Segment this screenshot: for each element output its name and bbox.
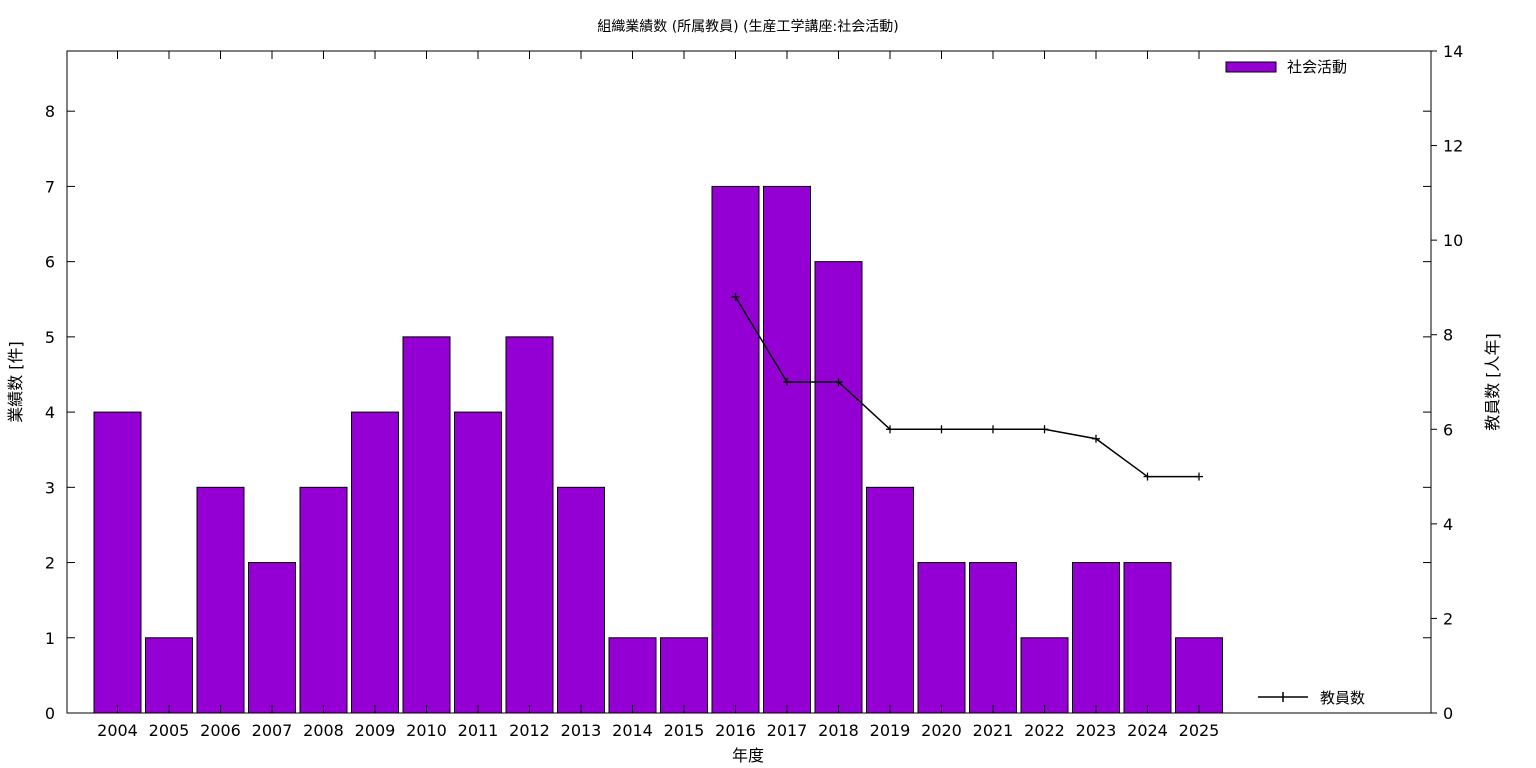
x-tick-label: 2005 — [149, 721, 190, 740]
legend-label-line: 教員数 — [1320, 689, 1365, 707]
line-point — [989, 425, 997, 434]
bar — [711, 185, 760, 714]
x-tick-label: 2013 — [561, 721, 602, 740]
bar — [402, 336, 451, 714]
bar — [248, 562, 296, 714]
chart-title: 組織業績数 (所属教員) (生産工学講座:社会活動) — [597, 19, 898, 35]
bar — [557, 486, 605, 714]
y2-tick-label: 10 — [1443, 231, 1463, 250]
line-point — [886, 425, 894, 434]
bar — [1123, 562, 1172, 714]
bar — [917, 562, 966, 714]
y-tick-label: 6 — [45, 253, 55, 272]
y2-tick-label: 2 — [1443, 609, 1453, 628]
y-tick-label: 8 — [45, 102, 55, 121]
x-tick-label: 2015 — [664, 721, 705, 740]
series-line — [734, 296, 1199, 478]
bar — [1072, 562, 1120, 714]
x-tick-label: 2007 — [252, 721, 293, 740]
x-tick-label: 2021 — [973, 721, 1014, 740]
x-tick-label: 2022 — [1024, 721, 1065, 740]
bar — [608, 637, 657, 714]
line-point — [731, 292, 740, 301]
x-tick-label: 2019 — [870, 721, 911, 740]
y-tick-label: 5 — [45, 328, 55, 347]
x-tick-label: 2018 — [818, 721, 859, 740]
bar — [196, 486, 245, 714]
x-axis: 2004 2005 2006 2007 2008 2009 2010 2011 2012 2013… — [97, 51, 1219, 740]
y-axis-label: 業績数 [件] — [6, 341, 25, 423]
bar — [866, 486, 914, 714]
y2-tick-label: 12 — [1443, 137, 1463, 156]
bar — [660, 637, 708, 714]
line-point — [1040, 425, 1049, 434]
y2-tick-label: 6 — [1443, 420, 1453, 439]
y-tick-label: 4 — [45, 403, 55, 422]
y-tick-label: 2 — [45, 554, 55, 573]
line-point — [1092, 434, 1100, 443]
y-tick-label: 3 — [45, 478, 55, 497]
bar — [763, 185, 811, 714]
x-tick-label: 2006 — [200, 721, 241, 740]
line-point — [1195, 472, 1203, 481]
x-tick-label: 2023 — [1076, 721, 1117, 740]
bar-series — [93, 185, 1223, 714]
y-axis-right: 0 2 4 6 8 10 12 14 — [1431, 42, 1463, 723]
x-tick-label: 2009 — [355, 721, 396, 740]
x-tick-label: 2014 — [612, 721, 653, 740]
legend-swatch-bar — [1225, 61, 1277, 73]
x-tick-label: 2008 — [303, 721, 344, 740]
bar — [1020, 637, 1069, 714]
y-axis-left: 0 1 2 3 4 5 6 7 8 — [45, 102, 1431, 723]
bar — [93, 411, 142, 714]
bar — [454, 411, 502, 714]
y-tick-label: 0 — [45, 704, 55, 723]
bar — [505, 336, 554, 714]
line-point — [937, 425, 946, 434]
y2-tick-label: 8 — [1443, 326, 1453, 345]
x-tick-label: 2010 — [406, 721, 447, 740]
x-tick-label: 2004 — [97, 721, 138, 740]
bar — [299, 486, 348, 714]
x-axis-label: 年度 — [732, 746, 764, 765]
x-tick-label: 2024 — [1127, 721, 1168, 740]
line-point — [1143, 472, 1152, 481]
line-series — [731, 292, 1203, 481]
y-tick-label: 1 — [45, 629, 55, 648]
bar — [351, 411, 399, 714]
y2-tick-label: 4 — [1443, 515, 1453, 534]
bar — [145, 637, 193, 714]
bar — [814, 261, 863, 714]
line-point — [834, 378, 843, 386]
y-tick-label: 7 — [45, 177, 55, 196]
x-tick-label: 2016 — [715, 721, 756, 740]
legend: 社会活動 教員数 — [1225, 58, 1365, 707]
bar — [969, 562, 1017, 714]
y2-axis-label: 教員数 [人年] — [1483, 333, 1502, 431]
x-tick-label: 2017 — [767, 721, 808, 740]
bar — [1175, 637, 1223, 714]
legend-label-bar: 社会活動 — [1287, 58, 1347, 76]
x-tick-label: 2011 — [458, 721, 499, 740]
y2-tick-label: 0 — [1443, 704, 1453, 723]
x-tick-label: 2025 — [1179, 721, 1220, 740]
y2-tick-label: 14 — [1443, 42, 1463, 61]
x-tick-label: 2012 — [509, 721, 550, 740]
line-point — [783, 378, 791, 386]
x-tick-label: 2020 — [921, 721, 962, 740]
